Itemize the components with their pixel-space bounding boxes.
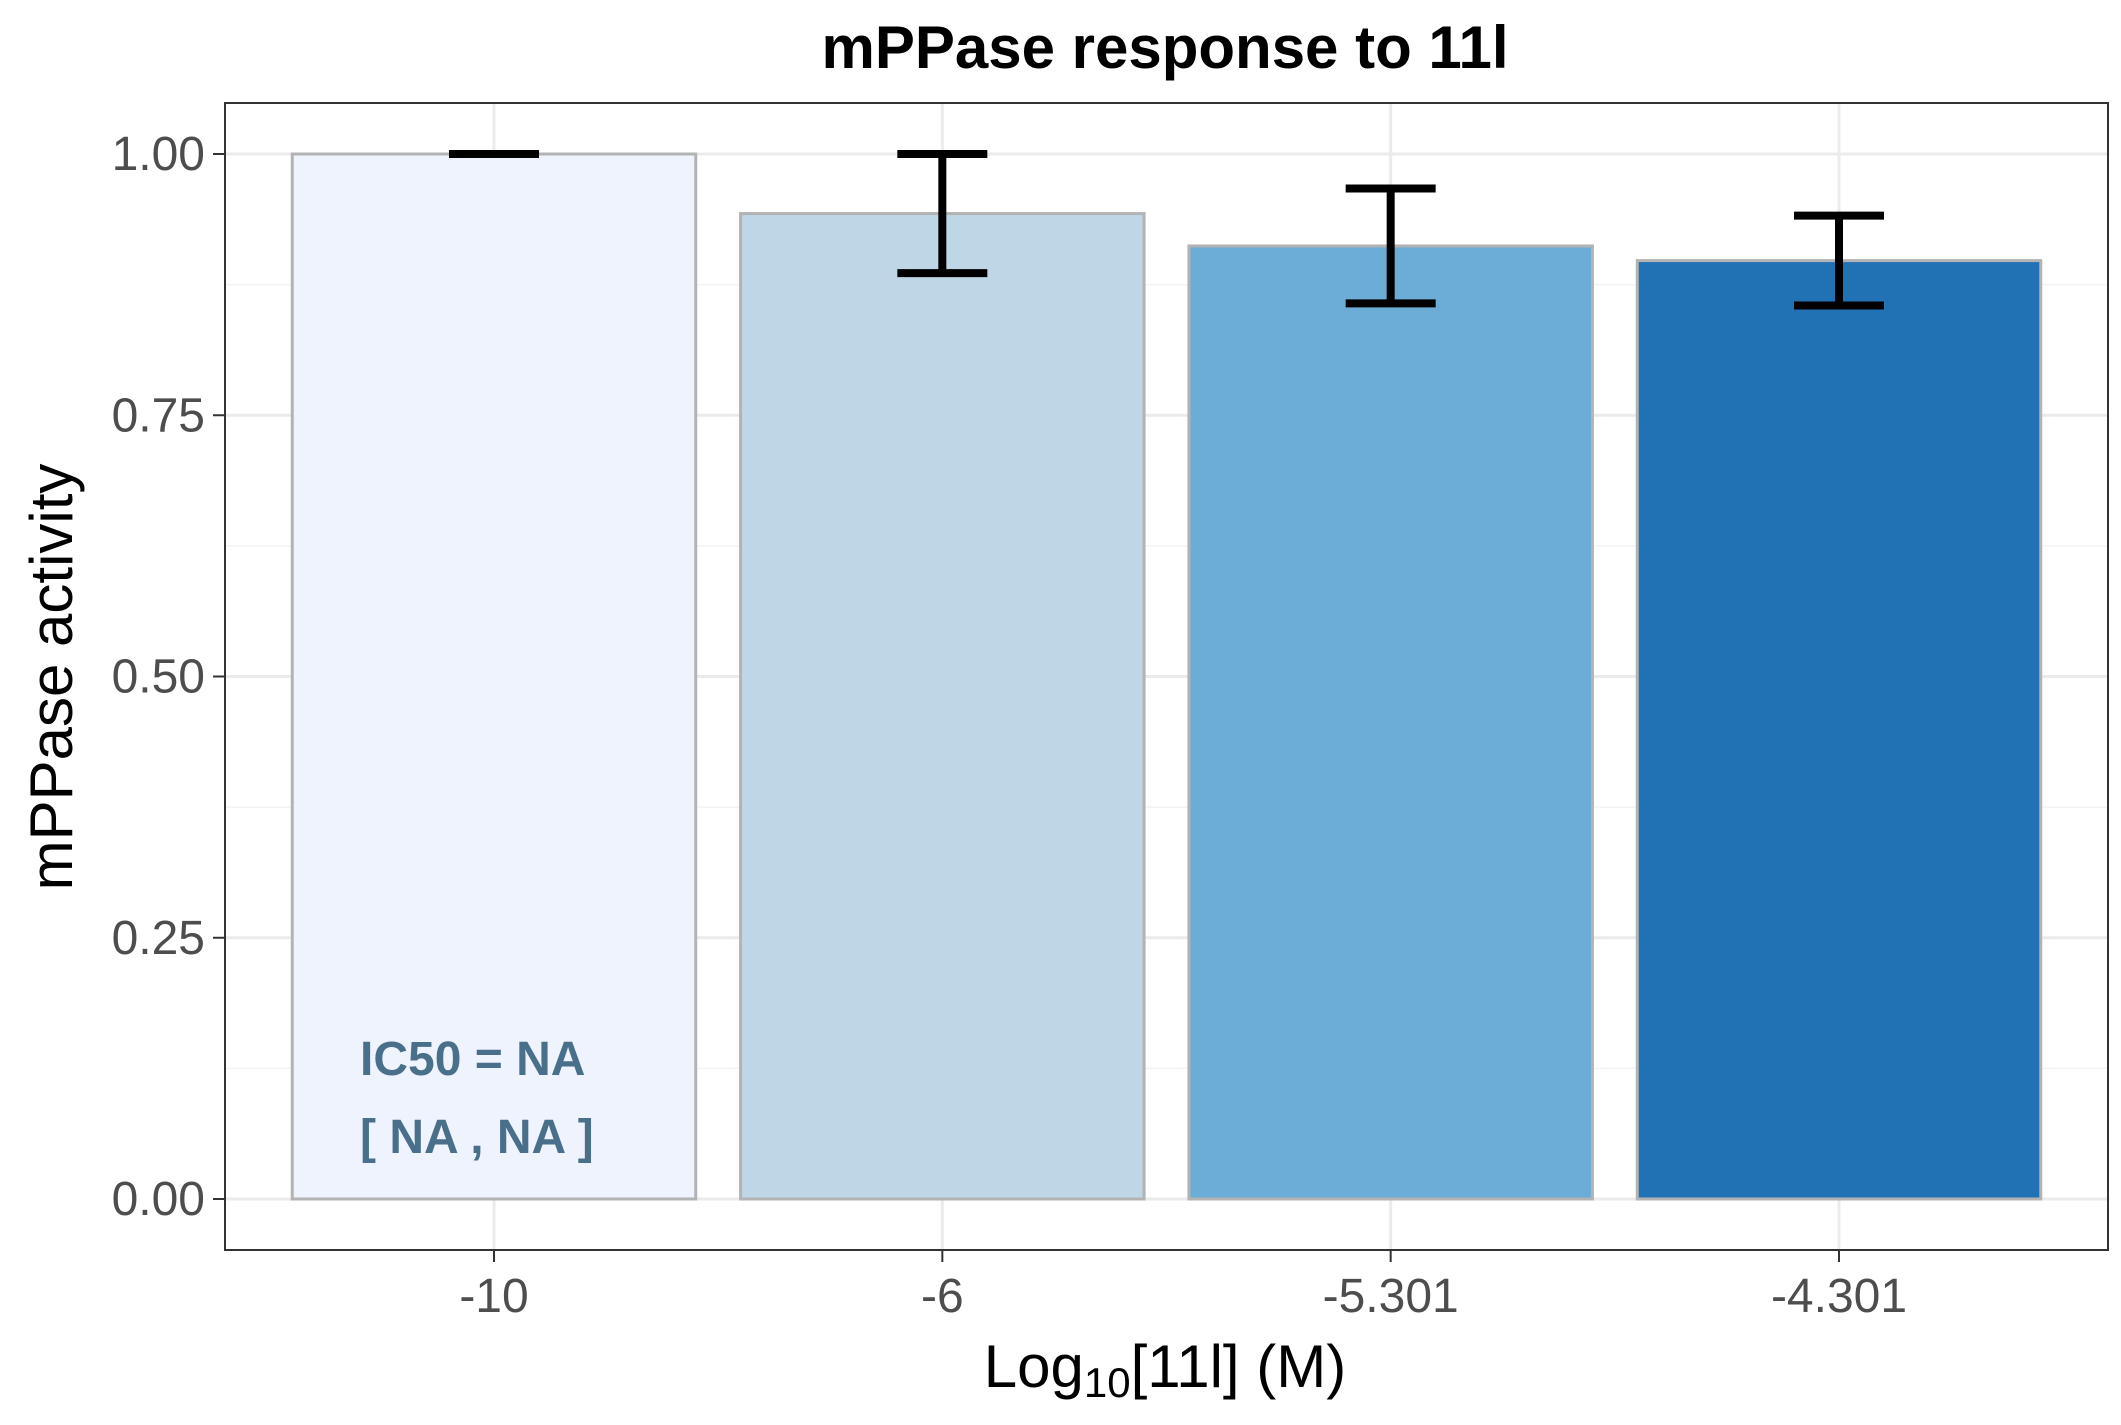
x-tick-label: -10 bbox=[459, 1270, 528, 1323]
x-axis-title-subscript: 10 bbox=[1084, 1359, 1131, 1406]
y-axis-title: mPPase activity bbox=[18, 464, 85, 891]
ic50-annotation: IC50 = NA [ NA , NA ] bbox=[360, 1033, 597, 1164]
x-tick-label: -4.301 bbox=[1771, 1270, 1907, 1323]
bar bbox=[1187, 244, 1594, 1201]
y-tick-label: 0.50 bbox=[112, 651, 205, 704]
x-tick-label: -6 bbox=[921, 1270, 964, 1323]
x-tick-label: -5.301 bbox=[1323, 1270, 1459, 1323]
x-axis-title-rest: [11l] (M) bbox=[1131, 1333, 1347, 1400]
x-axis-title: Log10[11l] (M) bbox=[984, 1333, 1346, 1406]
ic50-value-line: IC50 = NA bbox=[360, 1033, 585, 1086]
bar bbox=[739, 212, 1146, 1201]
x-axis-ticks: -10 -6 -5.301 -4.301 bbox=[459, 1250, 1907, 1323]
y-tick-label: 1.00 bbox=[112, 128, 205, 181]
error-bars bbox=[449, 150, 1884, 310]
bar bbox=[290, 152, 698, 1201]
x-axis-title-base: Log bbox=[984, 1333, 1084, 1400]
y-tick-label: 0.25 bbox=[112, 912, 205, 965]
y-tick-label: 0.75 bbox=[112, 389, 205, 442]
bar bbox=[1635, 259, 2043, 1201]
bars bbox=[290, 152, 2043, 1201]
y-axis-ticks: 0.00 0.25 0.50 0.75 1.00 bbox=[112, 128, 225, 1226]
ic50-interval-line: [ NA , NA ] bbox=[360, 1111, 594, 1164]
y-tick-label: 0.00 bbox=[112, 1173, 205, 1226]
chart-title: mPPase response to 11l bbox=[821, 14, 1508, 81]
